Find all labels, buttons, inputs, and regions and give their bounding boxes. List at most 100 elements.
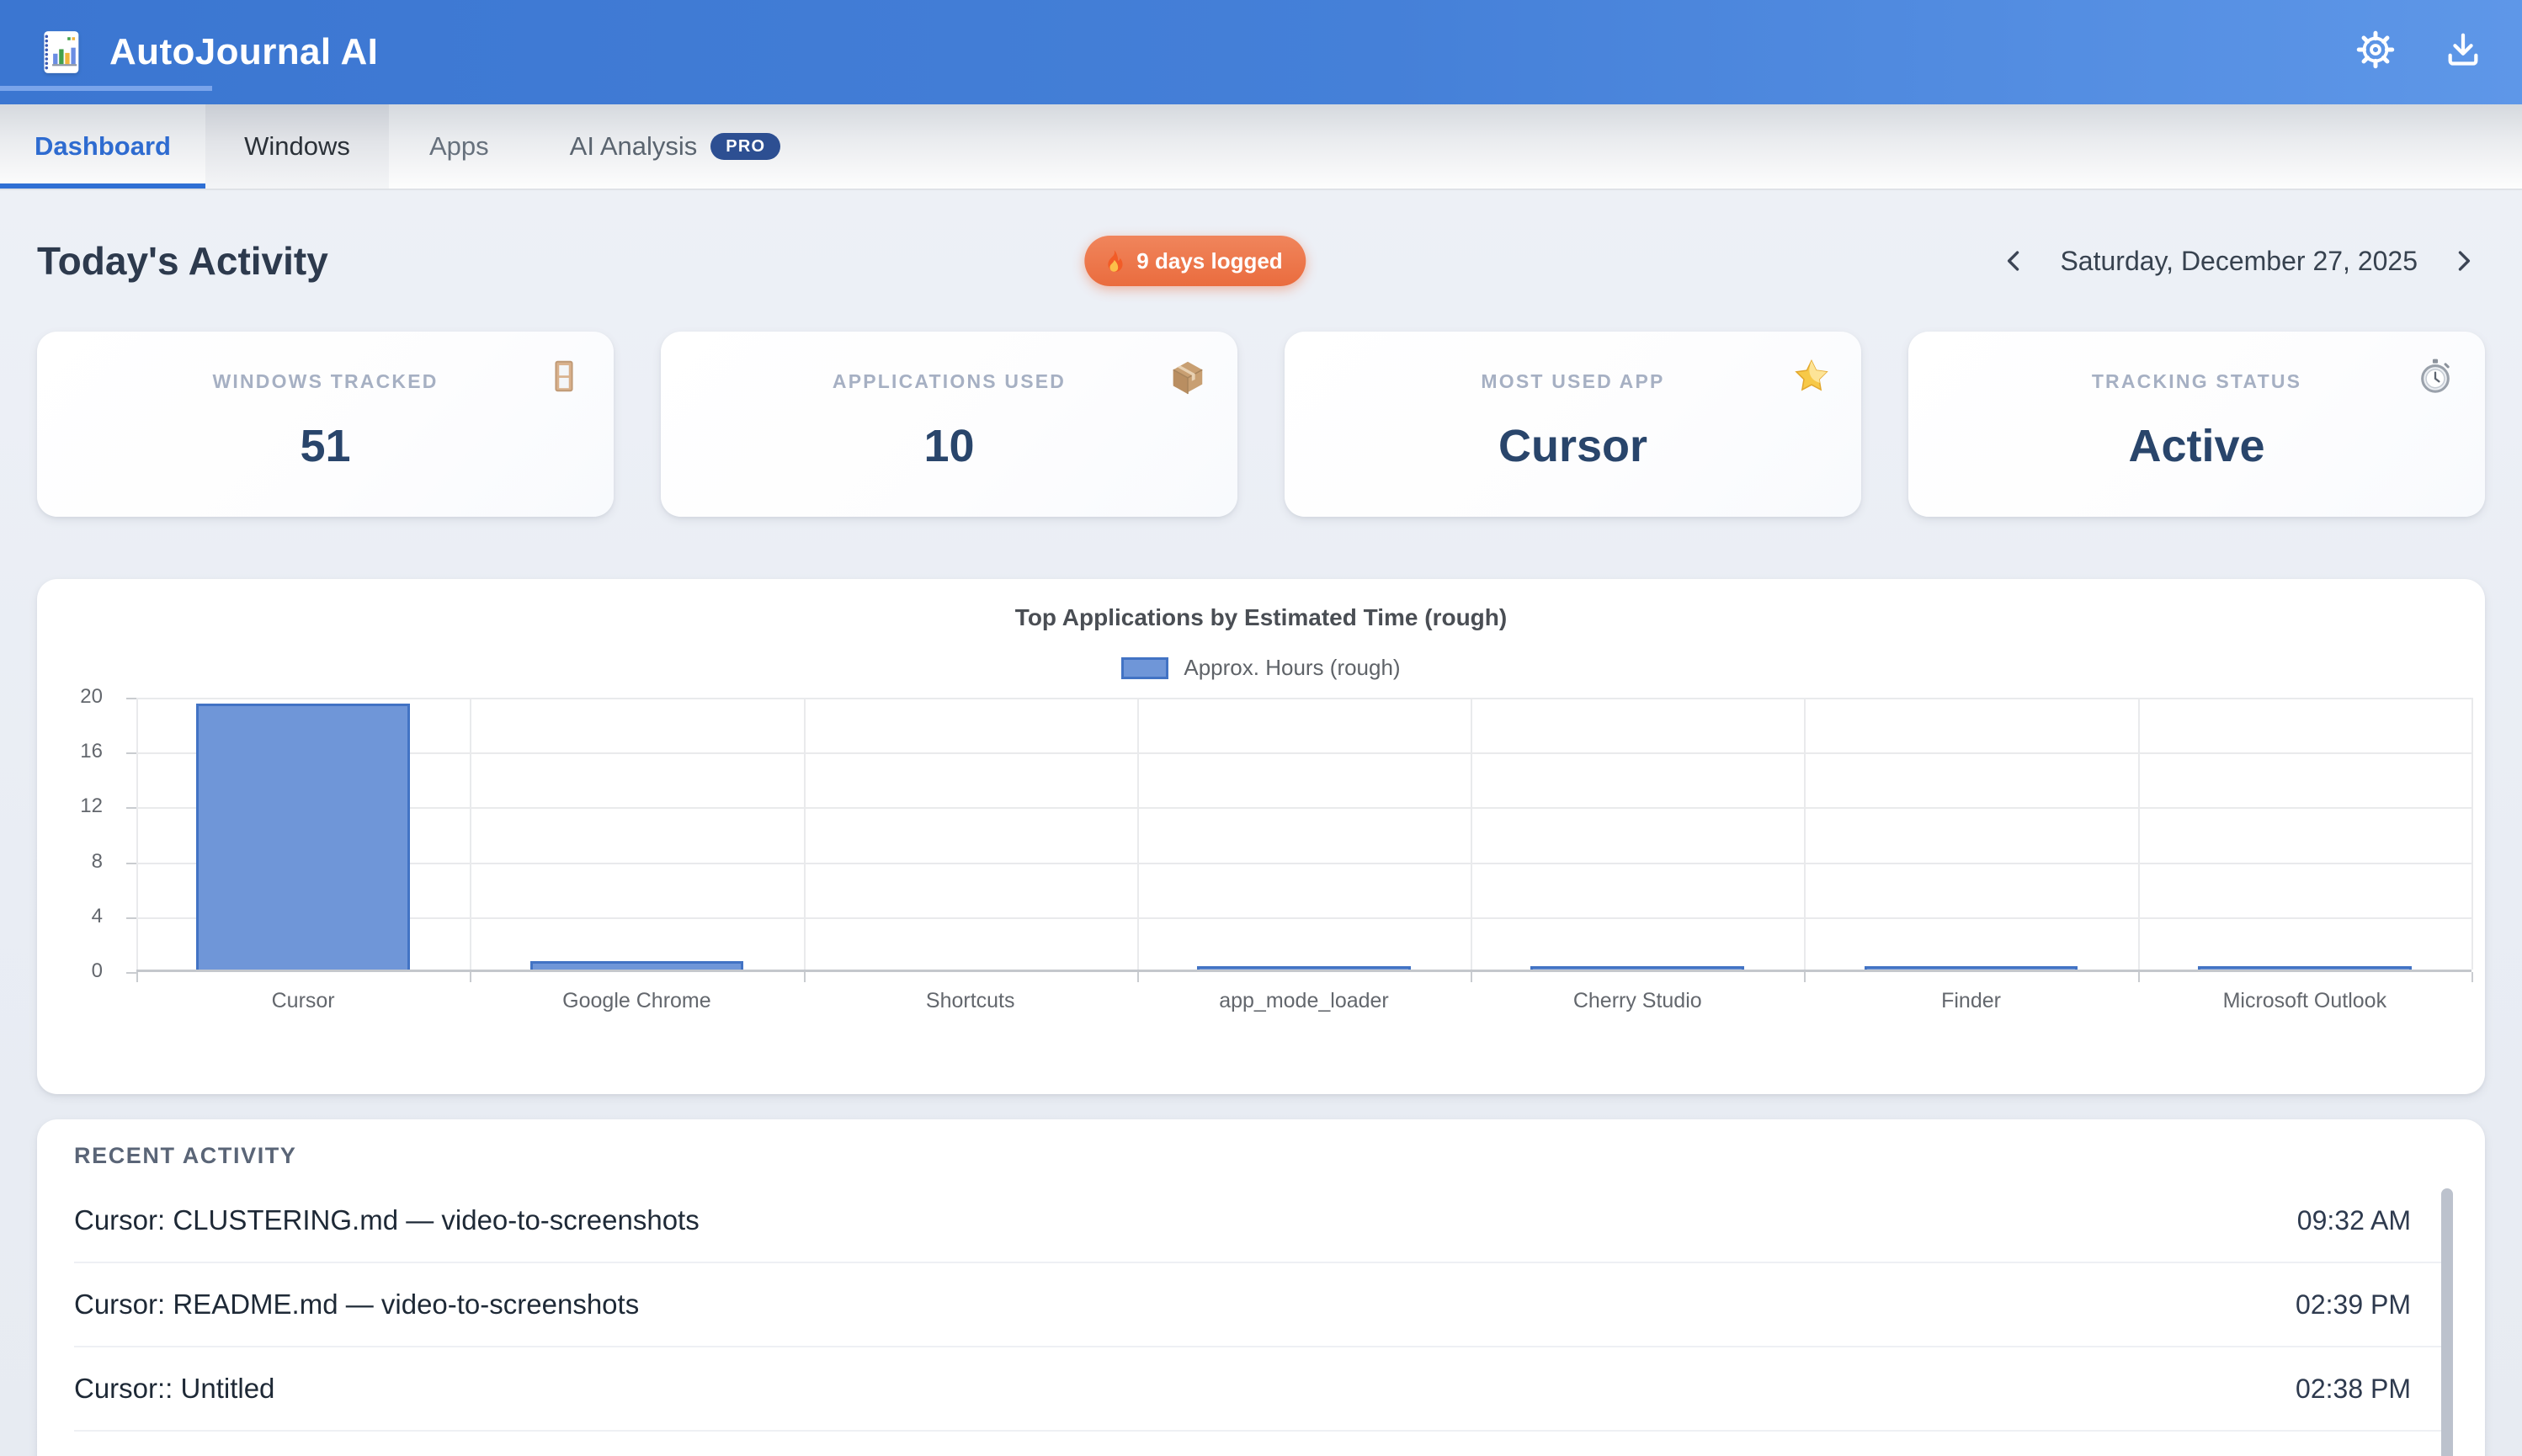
tab-label: Dashboard — [35, 131, 171, 161]
bar-app-mode-loader — [1197, 966, 1411, 970]
package-icon — [1168, 357, 1207, 396]
gear-icon — [2356, 30, 2395, 75]
tab-bar: Dashboard Windows Apps AI Analysis PRO — [0, 104, 2522, 190]
stat-card-tracking-status: TRACKING STATUS Active — [1908, 332, 2485, 517]
star-icon — [1792, 357, 1831, 396]
x-axis-label-cherry-studio: Cherry Studio — [1572, 989, 1702, 1012]
bar-microsoft-outlook — [2198, 966, 2412, 970]
bar-cursor — [196, 703, 410, 970]
activity-time: 09:32 AM — [2296, 1204, 2411, 1235]
stat-value: Cursor — [1498, 421, 1648, 471]
stat-value: 51 — [300, 421, 351, 471]
gridline — [136, 807, 2471, 810]
next-day-button[interactable] — [2441, 239, 2485, 283]
y-axis-label: 4 — [91, 904, 103, 927]
streak-badge: 9 days logged — [1084, 236, 1306, 286]
download-icon — [2444, 30, 2482, 75]
activity-time: 02:38 PM — [2296, 1373, 2411, 1404]
gridline — [136, 698, 138, 970]
activity-row: Cursor: CLUSTERING.md — video-to-screens… — [74, 1179, 2448, 1263]
y-axis-label: 16 — [80, 740, 103, 763]
activity-title: Cursor:: Untitled — [74, 1373, 275, 1404]
x-tick — [2471, 972, 2473, 982]
export-button[interactable] — [2438, 27, 2488, 77]
scrollbar-thumb[interactable] — [2441, 1188, 2453, 1456]
stats-grid: WINDOWS TRACKED 51 APPLICATIONS USED 10 … — [37, 332, 2485, 517]
x-tick — [470, 972, 472, 982]
app-header: AutoJournal AI — [0, 0, 2522, 104]
top-applications-chart-card: Top Applications by Estimated Time (roug… — [37, 579, 2485, 1094]
settings-button[interactable] — [2350, 27, 2401, 77]
x-tick — [136, 972, 138, 982]
date-nav: Saturday, December 27, 2025 — [1993, 239, 2485, 283]
stat-card-windows-tracked: WINDOWS TRACKED 51 — [37, 332, 614, 517]
x-axis-label-microsoft-outlook: Microsoft Outlook — [2222, 989, 2387, 1012]
chevron-left-icon — [2000, 247, 2029, 275]
recent-activity-card: RECENT ACTIVITY Cursor: CLUSTERING.md — … — [37, 1119, 2485, 1456]
bar-google-chrome — [529, 961, 744, 970]
chart-plot: 0 4 8 12 16 20 — [80, 685, 2473, 982]
stopwatch-icon — [2416, 357, 2455, 396]
stat-card-applications-used: APPLICATIONS USED 10 — [661, 332, 1237, 517]
chart-x-labels: Cursor Google Chrome Shortcuts app_mode_loa… — [136, 989, 2471, 1013]
prev-day-button[interactable] — [1993, 239, 2036, 283]
gridline — [136, 752, 2471, 755]
x-tick — [1136, 972, 1139, 982]
x-tick — [1471, 972, 1473, 982]
x-tick — [1804, 972, 1806, 982]
gridline — [803, 698, 806, 970]
recent-activity-list: Cursor: CLUSTERING.md — video-to-screens… — [74, 1179, 2448, 1432]
bar-finder — [1864, 966, 2078, 970]
tab-windows[interactable]: Windows — [205, 104, 389, 189]
y-tick — [126, 752, 136, 755]
gridline — [136, 698, 2471, 699]
y-axis-label: 0 — [91, 959, 103, 982]
gridline — [136, 917, 2471, 919]
activity-row: Cursor: README.md — video-to-screenshots… — [74, 1263, 2448, 1347]
y-tick — [126, 917, 136, 919]
pro-badge: PRO — [710, 133, 781, 160]
x-tick — [2137, 972, 2140, 982]
legend-swatch — [1121, 656, 1169, 679]
app-title: AutoJournal AI — [109, 31, 379, 72]
window-icon — [545, 357, 583, 396]
header-actions — [2350, 27, 2488, 77]
fire-icon — [1101, 248, 1126, 274]
y-tick — [126, 862, 136, 864]
stat-label: APPLICATIONS USED — [832, 370, 1067, 392]
activity-time: 02:39 PM — [2296, 1289, 2411, 1320]
chart-legend[interactable]: Approx. Hours (rough) — [37, 655, 2485, 681]
stat-label: TRACKING STATUS — [2091, 370, 2302, 392]
tab-dashboard[interactable]: Dashboard — [0, 104, 205, 189]
x-axis-label-cursor: Cursor — [271, 989, 335, 1012]
streak-badge-label: 9 days logged — [1136, 247, 1283, 274]
gridline — [2137, 698, 2140, 970]
gridline — [1136, 698, 1139, 970]
chevron-right-icon — [2449, 247, 2477, 275]
activity-title: Cursor: CLUSTERING.md — video-to-screens… — [74, 1204, 700, 1235]
x-axis-label-finder: Finder — [1941, 989, 2001, 1012]
chart-title: Top Applications by Estimated Time (roug… — [1014, 604, 1508, 630]
legend-label: Approx. Hours (rough) — [1184, 655, 1401, 680]
gridline — [2471, 698, 2473, 970]
gridline — [1804, 698, 1806, 970]
stat-card-most-used-app: MOST USED APP Cursor — [1285, 332, 1861, 517]
tab-apps[interactable]: Apps — [389, 104, 529, 189]
stat-value: Active — [2128, 421, 2265, 471]
recent-activity-heading: RECENT ACTIVITY — [74, 1143, 297, 1168]
gridline — [1471, 698, 1473, 970]
toolbar: Today's Activity 9 days logged Saturday,… — [37, 227, 2485, 295]
page-title: Today's Activity — [37, 239, 328, 283]
active-tab-glow — [0, 86, 212, 91]
current-date-label: Saturday, December 27, 2025 — [2060, 245, 2418, 276]
y-axis-label: 8 — [91, 849, 103, 873]
chart-y-axis: 0 4 8 12 16 20 — [49, 685, 126, 982]
y-tick — [126, 698, 136, 699]
tab-ai-analysis[interactable]: AI Analysis PRO — [529, 104, 822, 189]
x-axis-label-google-chrome: Google Chrome — [562, 989, 711, 1012]
bar-cherry-studio — [1530, 966, 1745, 970]
gridline — [136, 862, 2471, 864]
activity-row: Cursor:: Untitled 02:38 PM — [74, 1347, 2448, 1432]
x-tick — [803, 972, 806, 982]
tab-label: Windows — [244, 131, 350, 161]
